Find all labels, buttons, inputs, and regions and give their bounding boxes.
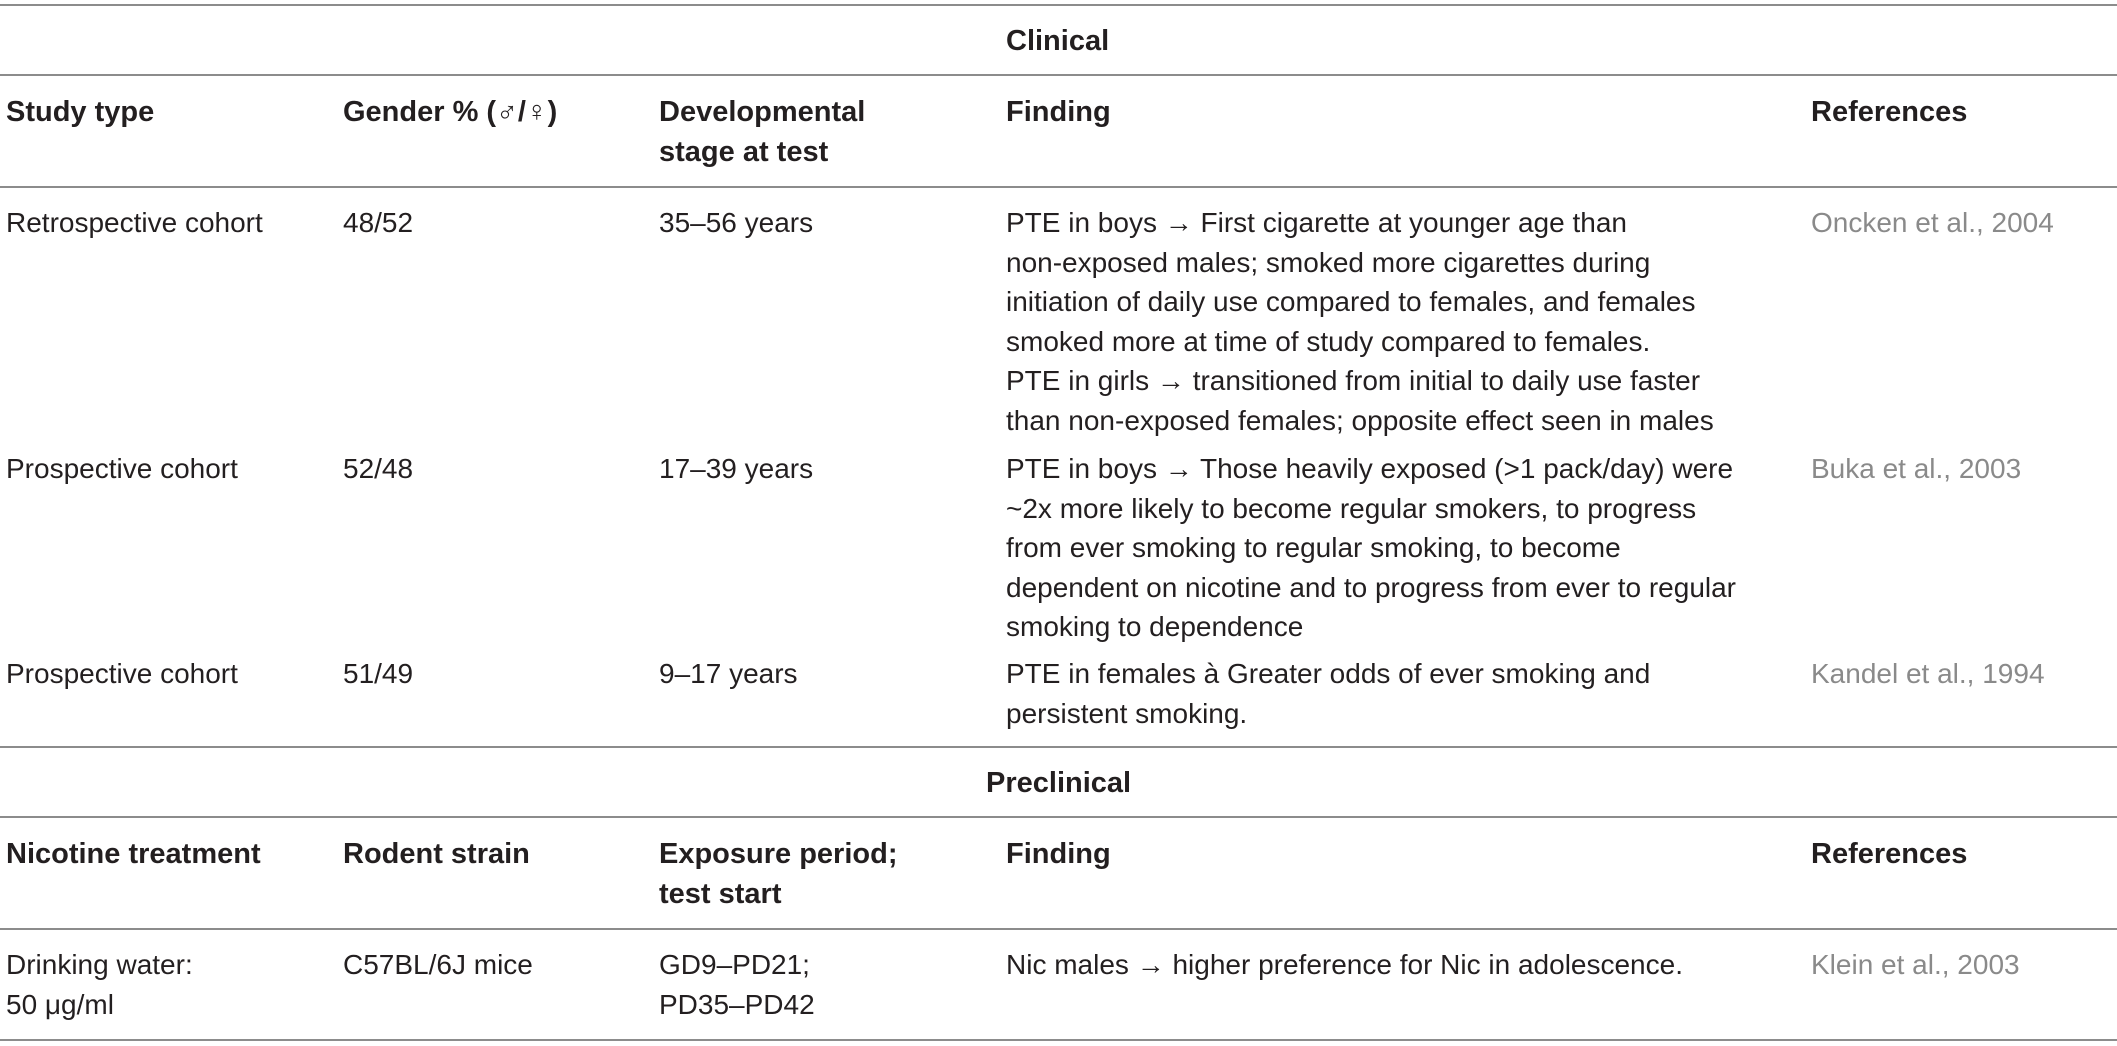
- section-title-clinical: Clinical: [1006, 25, 1110, 57]
- header-study-type: Study type: [6, 96, 155, 128]
- table-cell-period: GD9–PD21; PD35–PD42: [659, 945, 815, 1024]
- table-cell-finding: PTE in boys → Those heavily exposed (>1 …: [1006, 449, 1736, 647]
- period-line: PD35–PD42: [659, 988, 815, 1020]
- rule-clinical-header: [0, 186, 2117, 188]
- finding-line: from ever smoking to regular smoking, to…: [1006, 532, 1621, 563]
- finding-line: smoking to dependence: [1006, 611, 1304, 642]
- period-line: GD9–PD21;: [659, 949, 810, 980]
- finding-line: PTE in females à Greater odds of ever sm…: [1006, 658, 1651, 689]
- rule-preclinical-header: [0, 928, 2117, 930]
- rule-preclinical-title: [0, 816, 2117, 818]
- rule-top: [0, 4, 2117, 6]
- table-cell-strain: C57BL/6J mice: [343, 949, 533, 980]
- finding-line: non-exposed males; smoked more cigarette…: [1006, 246, 1651, 278]
- table-cell-finding: PTE in females à Greater odds of ever sm…: [1006, 654, 1650, 733]
- header-stage-line: Developmental: [659, 96, 866, 128]
- finding-line: ~2x more likely to become regular smoker…: [1006, 492, 1697, 524]
- section-title-preclinical: Preclinical: [986, 767, 1132, 799]
- finding-line: dependent on nicotine and to progress fr…: [1006, 571, 1737, 603]
- finding-line: persistent smoking.: [1006, 697, 1248, 729]
- table-cell-study-type: Retrospective cohort: [6, 207, 263, 238]
- rule-clinical-title: [0, 74, 2117, 76]
- table-cell-finding: PTE in boys → First cigarette at younger…: [1006, 203, 1714, 440]
- finding-line: PTE in boys → Those heavily exposed (>1 …: [1006, 453, 1734, 484]
- table-cell-finding: Nic males → higher preference for Nic in…: [1006, 949, 1683, 980]
- rule-bottom: [0, 1039, 2117, 1041]
- table-cell-gender: 48/52: [343, 207, 414, 238]
- table-cell-reference: Klein et al., 2003: [1811, 949, 2020, 980]
- finding-line: initiation of daily use compared to fema…: [1006, 286, 1696, 317]
- finding-line: than non-exposed females; opposite effec…: [1006, 404, 1714, 436]
- header-period-line: test start: [659, 878, 782, 910]
- header-finding: Finding: [1006, 838, 1111, 870]
- header-references: References: [1811, 838, 1968, 870]
- table-cell-study-type: Prospective cohort: [6, 658, 238, 689]
- rule-section-divider: [0, 746, 2117, 748]
- finding-line: PTE in girls → transitioned from initial…: [1006, 365, 1701, 396]
- header-references: References: [1811, 96, 1968, 128]
- header-period-line: Exposure period;: [659, 838, 898, 870]
- table-cell-treatment: Drinking water: 50 μg/ml: [6, 945, 193, 1024]
- table-cell-reference: Oncken et al., 2004: [1811, 207, 2054, 238]
- treatment-line: 50 μg/ml: [6, 988, 114, 1020]
- finding-line: smoked more at time of study compared to…: [1006, 325, 1651, 357]
- table-cell-stage: 17–39 years: [659, 453, 814, 484]
- table-cell-reference: Buka et al., 2003: [1811, 453, 2022, 484]
- treatment-line: Drinking water:: [6, 949, 193, 980]
- table-cell-gender: 52/48: [343, 453, 414, 484]
- header-developmental-stage: Developmental stage at test: [659, 92, 865, 172]
- header-stage-line: stage at test: [659, 136, 829, 168]
- table-cell-stage: 35–56 years: [659, 207, 814, 238]
- finding-line: PTE in boys → First cigarette at younger…: [1006, 207, 1627, 238]
- header-rodent-strain: Rodent strain: [343, 838, 530, 870]
- table-cell-gender: 51/49: [343, 658, 414, 689]
- header-exposure-period: Exposure period; test start: [659, 834, 898, 914]
- table-cell-study-type: Prospective cohort: [6, 453, 238, 484]
- header-nicotine-treatment: Nicotine treatment: [6, 838, 261, 870]
- table-cell-stage: 9–17 years: [659, 658, 798, 689]
- table-cell-reference: Kandel et al., 1994: [1811, 658, 2045, 689]
- header-finding: Finding: [1006, 96, 1111, 128]
- header-gender: Gender % (♂/♀): [343, 96, 558, 128]
